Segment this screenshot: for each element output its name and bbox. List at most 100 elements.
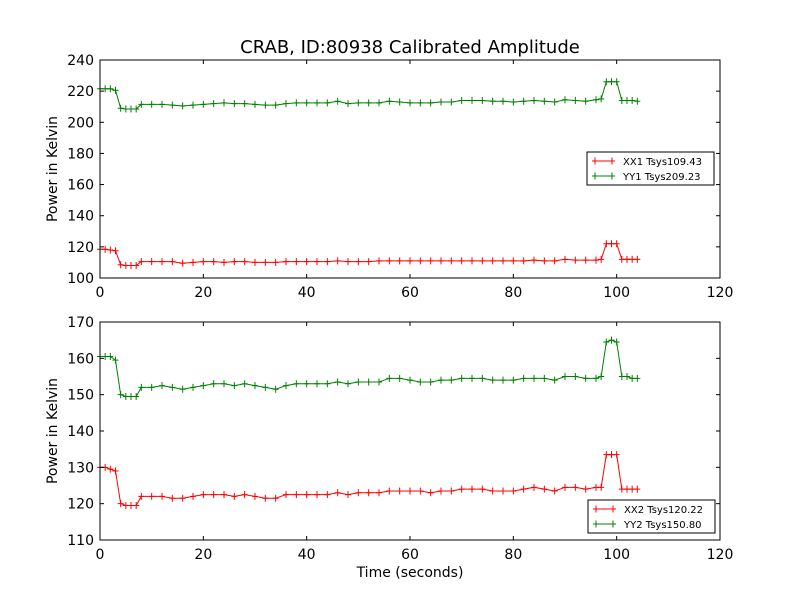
data-point [438, 376, 444, 384]
data-point [159, 382, 165, 390]
data-point [489, 97, 496, 105]
data-point [345, 491, 351, 499]
legend-marker [592, 157, 598, 165]
data-point [479, 96, 486, 104]
x-tick-label: 80 [504, 285, 522, 301]
data-point [593, 483, 599, 491]
data-point [179, 494, 186, 502]
data-point [386, 97, 393, 105]
data-point [262, 383, 269, 391]
data-point [303, 99, 310, 107]
data-point [169, 494, 176, 502]
data-point [618, 485, 625, 493]
x-tick-label: 60 [401, 285, 419, 301]
data-point [252, 100, 258, 108]
data-point [112, 247, 119, 255]
data-point [598, 95, 605, 103]
data-point [112, 86, 119, 94]
data-point [293, 380, 300, 388]
data-point [231, 382, 238, 390]
data-point [221, 99, 227, 107]
series-1-2 [97, 78, 641, 113]
data-point [169, 383, 176, 391]
data-point [458, 485, 465, 493]
data-point [593, 374, 599, 382]
data-point [293, 99, 300, 107]
data-point [210, 380, 217, 388]
data-point [438, 257, 444, 265]
data-point [169, 258, 176, 266]
legend-box [586, 151, 715, 186]
y-tick-label: 170 [67, 315, 94, 331]
data-point [365, 378, 372, 386]
data-point [376, 489, 382, 497]
data-point [396, 487, 403, 495]
data-point [148, 100, 155, 108]
series-1-1 [97, 240, 641, 270]
data-point [133, 105, 140, 113]
data-point [314, 491, 320, 499]
data-point [133, 501, 140, 509]
data-point [334, 489, 341, 497]
data-point [112, 467, 119, 475]
subplot-2: 0 20 40 60 80 100 120 110 120 130 140 150 160 170 Powe… [45, 315, 733, 581]
data-point [608, 240, 615, 248]
data-point [272, 494, 279, 502]
legend-label: YY1 Tsys209.23 [622, 172, 701, 183]
data-point [469, 485, 475, 493]
data-point [489, 376, 496, 384]
data-point [448, 487, 455, 495]
data-point [324, 380, 331, 388]
data-point [396, 374, 403, 382]
data-point [283, 382, 289, 390]
data-point [598, 483, 605, 491]
data-point [613, 451, 620, 459]
data-point [293, 491, 300, 499]
data-point [148, 258, 155, 266]
data-point [138, 383, 145, 391]
data-point [469, 374, 475, 382]
legend-entry: XX2 Tsys120.22 [593, 505, 703, 516]
x-tick-label: 40 [298, 285, 316, 301]
data-point [324, 491, 331, 499]
legend-marker [593, 505, 599, 513]
data-point [531, 96, 537, 104]
data-point [179, 385, 186, 393]
y-axis-label: Power in Kelvin [45, 378, 61, 484]
y-tick-label: 140 [67, 209, 94, 225]
data-point [345, 100, 351, 108]
y-tick-label: 110 [67, 533, 94, 549]
data-point [407, 257, 413, 265]
data-point [562, 373, 568, 380]
data-point [303, 380, 310, 388]
x-tick-label: 80 [504, 547, 522, 563]
data-point [489, 487, 496, 495]
data-point [417, 99, 424, 107]
data-point [355, 378, 362, 386]
data-point [407, 487, 413, 495]
data-point [458, 374, 465, 382]
data-point [624, 255, 630, 263]
data-point [407, 376, 413, 384]
data-point [531, 483, 537, 491]
data-point [396, 257, 403, 265]
legend-label: XX2 Tsys120.22 [624, 505, 703, 516]
data-point [210, 258, 217, 266]
data-point [624, 485, 630, 493]
legend-label: YY2 Tsys150.80 [623, 520, 702, 531]
data-point [231, 258, 238, 266]
data-point [345, 258, 351, 266]
data-point [122, 105, 129, 113]
data-point [427, 99, 434, 107]
data-point [629, 96, 636, 104]
data-point [283, 100, 289, 108]
data-point [128, 105, 134, 113]
data-point [489, 257, 496, 265]
data-point [634, 485, 641, 493]
x-tick-label: 0 [96, 285, 105, 301]
data-point [138, 100, 145, 108]
x-tick-label: 40 [298, 547, 316, 563]
y-axis-label: Power in Kelvin [45, 116, 61, 222]
data-point [613, 240, 620, 248]
data-point [572, 483, 579, 491]
